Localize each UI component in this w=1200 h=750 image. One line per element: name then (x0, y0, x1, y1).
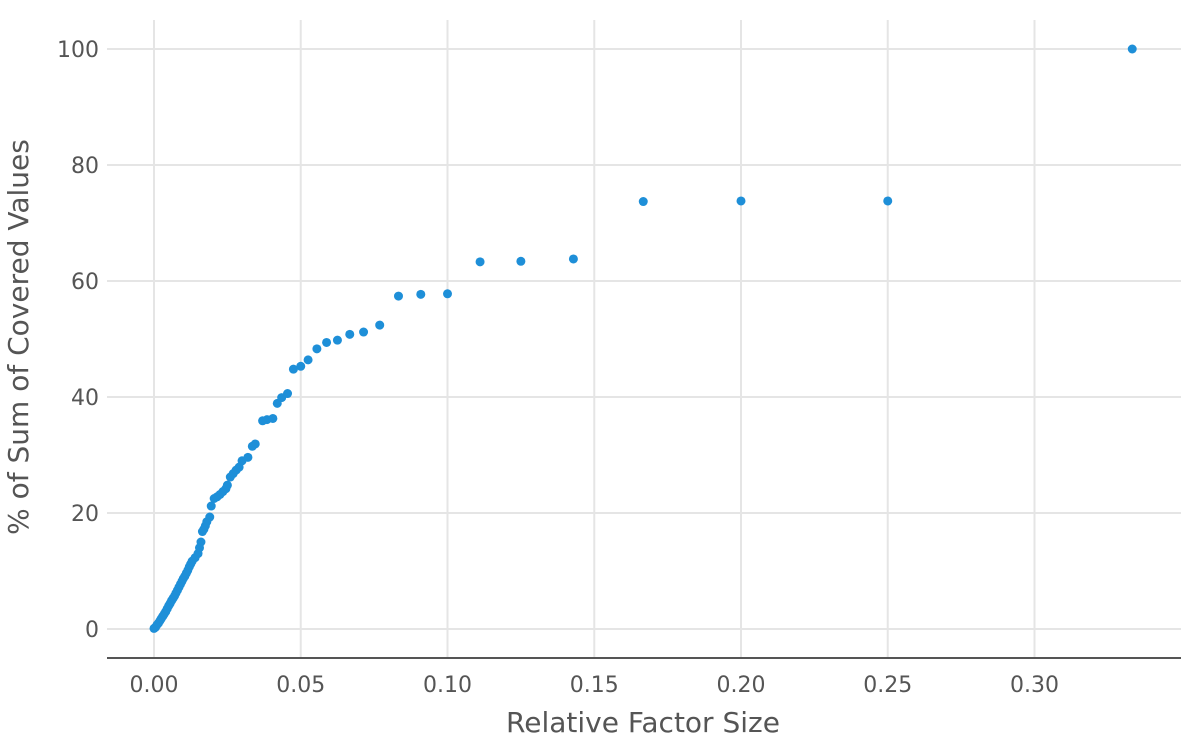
data-point (375, 320, 385, 330)
y-tick-label: 0 (85, 618, 99, 643)
data-points (149, 44, 1137, 633)
y-tick-label: 100 (57, 38, 99, 63)
y-tick-label: 80 (71, 154, 99, 179)
data-point (222, 480, 232, 490)
x-tick-label: 0.15 (570, 673, 619, 698)
data-point (243, 452, 253, 462)
y-tick-label: 60 (71, 270, 99, 295)
data-point (312, 344, 322, 354)
y-tick-label: 20 (71, 502, 99, 527)
x-axis-title: Relative Factor Size (506, 706, 780, 739)
data-point (393, 291, 403, 301)
data-point (322, 337, 332, 347)
x-tick-label: 0.05 (276, 673, 325, 698)
data-point (345, 329, 355, 339)
data-point (288, 364, 298, 374)
data-point (283, 389, 293, 399)
x-tick-label: 0.20 (717, 673, 766, 698)
x-tick-label: 0.25 (863, 673, 912, 698)
y-axis-ticks: 0 20 40 60 80 100 (57, 38, 99, 643)
data-point (568, 254, 578, 264)
data-point (206, 501, 216, 511)
data-point (475, 257, 485, 267)
data-point (303, 355, 313, 365)
data-point (1127, 44, 1137, 54)
gridlines (107, 20, 1181, 658)
data-point (332, 335, 342, 345)
y-tick-label: 40 (71, 386, 99, 411)
data-point (638, 197, 648, 207)
x-tick-label: 0.00 (130, 673, 179, 698)
data-point (296, 361, 306, 371)
data-point (359, 327, 369, 337)
data-point (205, 512, 215, 522)
data-point (883, 196, 893, 206)
x-axis-ticks: 0.00 0.05 0.10 0.15 0.20 0.25 0.30 (130, 673, 1059, 698)
data-point (250, 439, 260, 449)
data-point (736, 196, 746, 206)
data-point (443, 289, 452, 299)
data-point (416, 289, 426, 299)
data-point (268, 413, 278, 423)
x-tick-label: 0.10 (423, 673, 472, 698)
x-tick-label: 0.30 (1010, 673, 1059, 698)
data-point (196, 537, 206, 547)
y-axis-title: % of Sum of Covered Values (2, 139, 35, 535)
data-point (516, 256, 526, 266)
